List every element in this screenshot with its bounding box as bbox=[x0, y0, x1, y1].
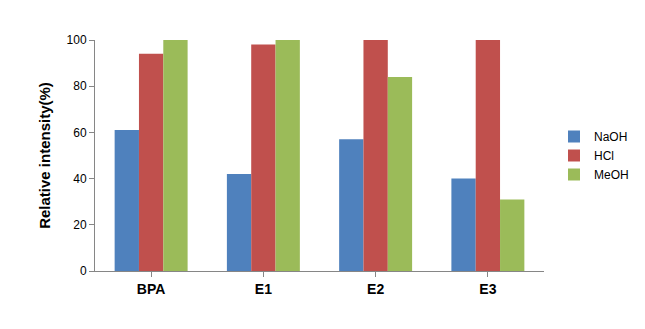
svg-text:NaOH: NaOH bbox=[594, 130, 627, 144]
svg-text:E3: E3 bbox=[479, 281, 496, 297]
svg-text:80: 80 bbox=[73, 79, 87, 93]
svg-text:60: 60 bbox=[73, 126, 87, 140]
svg-text:E2: E2 bbox=[367, 281, 384, 297]
svg-text:HCl: HCl bbox=[594, 149, 614, 163]
svg-text:0: 0 bbox=[80, 264, 87, 278]
svg-text:20: 20 bbox=[73, 218, 87, 232]
svg-text:100: 100 bbox=[67, 33, 87, 47]
svg-text:40: 40 bbox=[73, 172, 87, 186]
svg-text:Relative intensity(%): Relative intensity(%) bbox=[36, 82, 53, 229]
svg-text:E1: E1 bbox=[255, 281, 272, 297]
svg-text:MeOH: MeOH bbox=[594, 168, 629, 182]
svg-text:BPA: BPA bbox=[137, 281, 166, 297]
